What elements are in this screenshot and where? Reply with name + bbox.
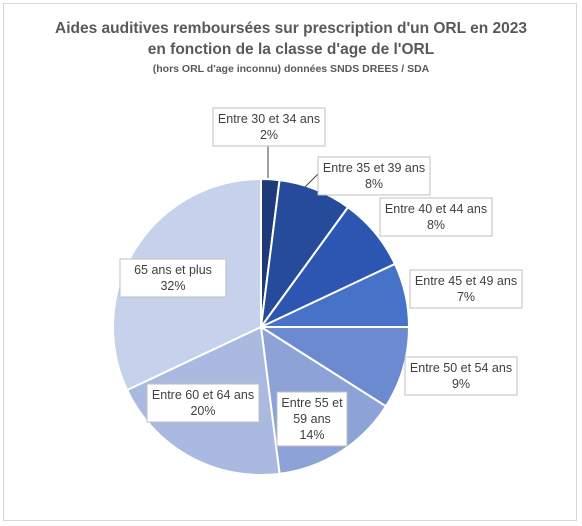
slice-label-percent: 8% [427,218,445,232]
slice-label-percent: 14% [299,428,324,442]
slice-label-name: Entre 45 et 49 ans [415,274,517,288]
slice-label-percent: 8% [365,177,383,191]
slice-label-percent: 9% [452,377,470,391]
slice-label-percent: 2% [260,128,278,142]
slice-label-4: Entre 45 et 49 ans 7% [409,269,523,309]
slice-label-name: Entre 40 et 44 ans [385,202,487,216]
chart-title-line2: en fonction de la classe d'age de l'ORL [147,41,435,58]
slice-label-name: Entre 35 et 39 ans [323,161,425,175]
slice-label-name: 59 ans [293,412,331,426]
slice-label-name: Entre 55 et [281,396,343,410]
slice-label-percent: 7% [457,290,475,304]
slice-label-8: 65 ans et plus 32% [119,258,227,298]
chart-subtitle: (hors ORL d'age inconnu) données SNDS DR… [152,63,430,75]
slice-label-percent: 20% [190,404,215,418]
chart-title: Aides auditives remboursées sur prescrip… [55,20,527,37]
slice-label-3: Entre 40 et 44 ans 8% [379,197,493,237]
slice-label-name: Entre 60 et 64 ans [152,388,254,402]
slice-label-1: Entre 30 et 34 ans 2% [212,107,326,147]
slice-label-7: Entre 60 et 64 ans 20% [146,383,260,423]
slice-label-6: Entre 55 et 59 ans 14% [276,391,348,447]
slice-label-name: 65 ans et plus [134,263,212,277]
slice-label-5: Entre 50 et 54 ans 9% [404,356,518,396]
pie-slice-5 [257,326,411,408]
slice-label-name: Entre 30 et 34 ans [218,112,320,126]
slice-label-percent: 32% [160,279,185,293]
slice-label-name: Entre 50 et 54 ans [410,361,512,375]
slice-label-2: Entre 35 et 39 ans 8% [317,156,431,196]
